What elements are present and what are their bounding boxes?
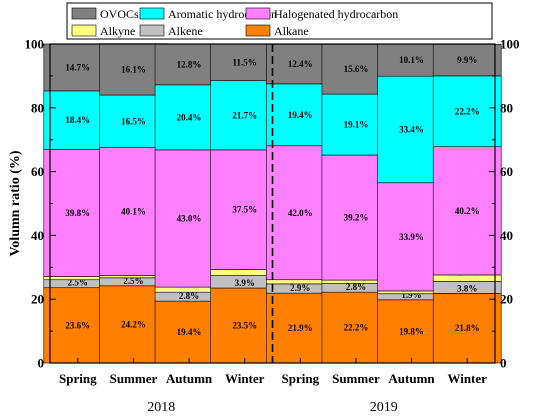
legend-swatch <box>71 24 97 37</box>
data-label: 43.0% <box>177 213 202 223</box>
data-label: 1.9% <box>401 290 421 300</box>
data-label: 22.2% <box>455 106 480 116</box>
data-label: 23.6% <box>65 320 90 330</box>
legend-swatch <box>245 7 271 20</box>
data-label: 10.1% <box>399 55 424 65</box>
data-label: 18.4% <box>65 115 90 125</box>
y-tick-label-right: 0 <box>500 356 507 371</box>
group-label: 2018 <box>147 400 175 415</box>
legend-swatch <box>139 7 165 20</box>
data-label: 21.8% <box>455 323 480 333</box>
data-label: 20.4% <box>177 112 202 122</box>
legend-swatch <box>139 24 165 37</box>
data-label: 24.2% <box>121 319 146 329</box>
data-label: 19.8% <box>399 326 424 336</box>
data-label: 16.1% <box>121 64 146 74</box>
legend-box <box>66 2 493 40</box>
y-tick-label-right: 60 <box>500 164 513 179</box>
data-label: 3.9% <box>235 278 255 288</box>
data-label: 22.2% <box>344 323 369 333</box>
data-label: 42.0% <box>288 208 313 218</box>
x-category-label: Spring <box>59 371 97 386</box>
data-label: 15.6% <box>344 64 369 74</box>
data-label: 14.7% <box>65 62 90 72</box>
x-category-label: Autumn <box>166 371 213 386</box>
data-label: 12.4% <box>288 59 313 69</box>
group-label: 2019 <box>370 400 398 415</box>
data-label: 21.9% <box>288 323 313 333</box>
data-label: 37.5% <box>232 205 257 215</box>
legend-label: OVOCs <box>100 7 139 21</box>
data-label: 19.4% <box>177 327 202 337</box>
data-label: 19.1% <box>344 120 369 130</box>
y-axis-title: Volumn ratio (%) <box>8 150 23 256</box>
y-tick-label-right: 80 <box>500 100 513 115</box>
y-tick-label-right: 100 <box>500 37 520 52</box>
legend-label: Alkyne <box>100 24 135 38</box>
bar-segment <box>432 75 502 148</box>
data-label: 2.5% <box>123 276 143 286</box>
data-label: 2.8% <box>179 291 199 301</box>
bar-segment <box>432 293 502 364</box>
data-label: 16.5% <box>121 116 146 126</box>
y-tick-label-left: 0 <box>38 356 45 371</box>
data-label: 3.8% <box>457 283 477 293</box>
bar-segment <box>432 146 502 276</box>
data-label: 2.8% <box>346 282 366 292</box>
data-label: 2.9% <box>290 283 310 293</box>
x-category-label: Summer <box>110 371 158 386</box>
x-category-label: Spring <box>282 371 320 386</box>
data-label: 39.2% <box>344 213 369 223</box>
legend-label: Halogenated hydrocarbon <box>274 7 398 21</box>
legend-label: Alkane <box>274 24 309 38</box>
data-label: 2.5% <box>68 278 88 288</box>
y-tick-label-left: 100 <box>25 37 45 52</box>
legend-swatch <box>245 24 271 37</box>
y-tick-label-left: 40 <box>31 228 44 243</box>
data-label: 21.7% <box>232 110 257 120</box>
data-label: 40.1% <box>121 207 146 217</box>
data-label: 39.8% <box>65 208 90 218</box>
data-label: 23.5% <box>232 321 257 331</box>
bar-segment <box>432 44 502 77</box>
legend-label: Alkene <box>168 24 203 38</box>
x-category-label: Summer <box>332 371 380 386</box>
data-label: 19.4% <box>288 110 313 120</box>
x-category-label: Autumn <box>388 371 435 386</box>
y-tick-label-right: 40 <box>500 228 513 243</box>
y-tick-label-right: 20 <box>500 292 513 307</box>
y-tick-label-left: 60 <box>31 164 44 179</box>
x-category-label: Winter <box>447 371 487 386</box>
data-label: 40.2% <box>455 206 480 216</box>
y-tick-label-left: 80 <box>31 100 44 115</box>
data-label: 33.4% <box>399 124 424 134</box>
data-label: 9.9% <box>457 55 477 65</box>
data-label: 11.5% <box>233 57 257 67</box>
data-label: 12.8% <box>177 59 202 69</box>
y-tick-label-left: 20 <box>31 292 44 307</box>
x-category-label: Winter <box>225 371 265 386</box>
data-label: 33.9% <box>399 232 424 242</box>
legend-swatch <box>71 7 97 20</box>
